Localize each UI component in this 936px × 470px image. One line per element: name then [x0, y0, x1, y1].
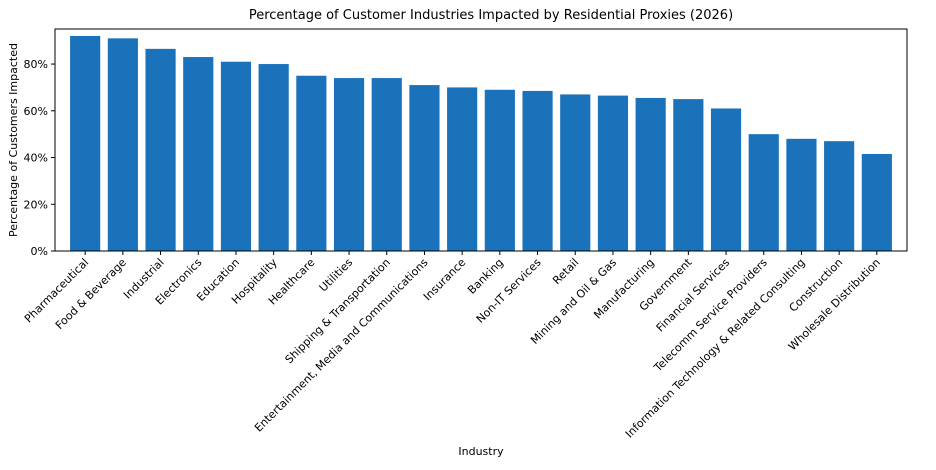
bar-18	[748, 134, 779, 251]
x-tick-label-19: Information Technology & Related Consult…	[623, 256, 808, 441]
x-axis-label: Industry	[458, 445, 504, 458]
y-axis-label: Percentage of Customers Impacted	[7, 43, 20, 237]
y-axis-ticks: 0% 20% 40% 60% 80%	[24, 58, 55, 258]
bar-14	[597, 95, 629, 251]
x-tick-label-0: Pharmaceutical	[22, 256, 91, 325]
bar-9	[409, 85, 440, 251]
y-tick-label-0: 0%	[31, 245, 48, 258]
bar-16	[673, 99, 704, 251]
chart-title: Percentage of Customer Industries Impact…	[249, 8, 733, 23]
plot-frame	[54, 28, 908, 252]
bar-5	[258, 64, 289, 251]
bar-8	[371, 78, 402, 251]
bar-1	[107, 38, 138, 251]
bar-3	[183, 57, 214, 251]
bar-0	[70, 36, 101, 252]
x-tick-label-1: Food & Beverage	[53, 256, 129, 332]
x-tick-label-9: Entertainment, Media and Communications	[252, 256, 431, 435]
bar-10	[447, 87, 478, 251]
bar-11	[484, 89, 515, 251]
y-tick-label-4: 80%	[24, 58, 48, 71]
y-tick-label-1: 20%	[24, 198, 48, 211]
bar-4	[220, 61, 252, 251]
y-tick-label-2: 40%	[24, 152, 48, 165]
x-tick-label-7: Utilities	[317, 256, 356, 295]
bars-group	[70, 36, 892, 252]
x-tick-label-12: Non-IT Services	[474, 256, 544, 326]
bar-12	[522, 90, 553, 252]
bar-21	[861, 154, 892, 251]
bar-20	[824, 141, 855, 251]
bar-7	[333, 78, 365, 251]
bar-2	[145, 48, 176, 251]
x-tick-label-13: Retail	[550, 256, 581, 287]
bar-15	[635, 97, 666, 251]
bar-13	[560, 94, 591, 252]
y-tick-label-3: 60%	[24, 105, 48, 118]
bar-19	[786, 138, 817, 251]
bar-17	[710, 108, 742, 251]
bar-6	[296, 75, 327, 252]
